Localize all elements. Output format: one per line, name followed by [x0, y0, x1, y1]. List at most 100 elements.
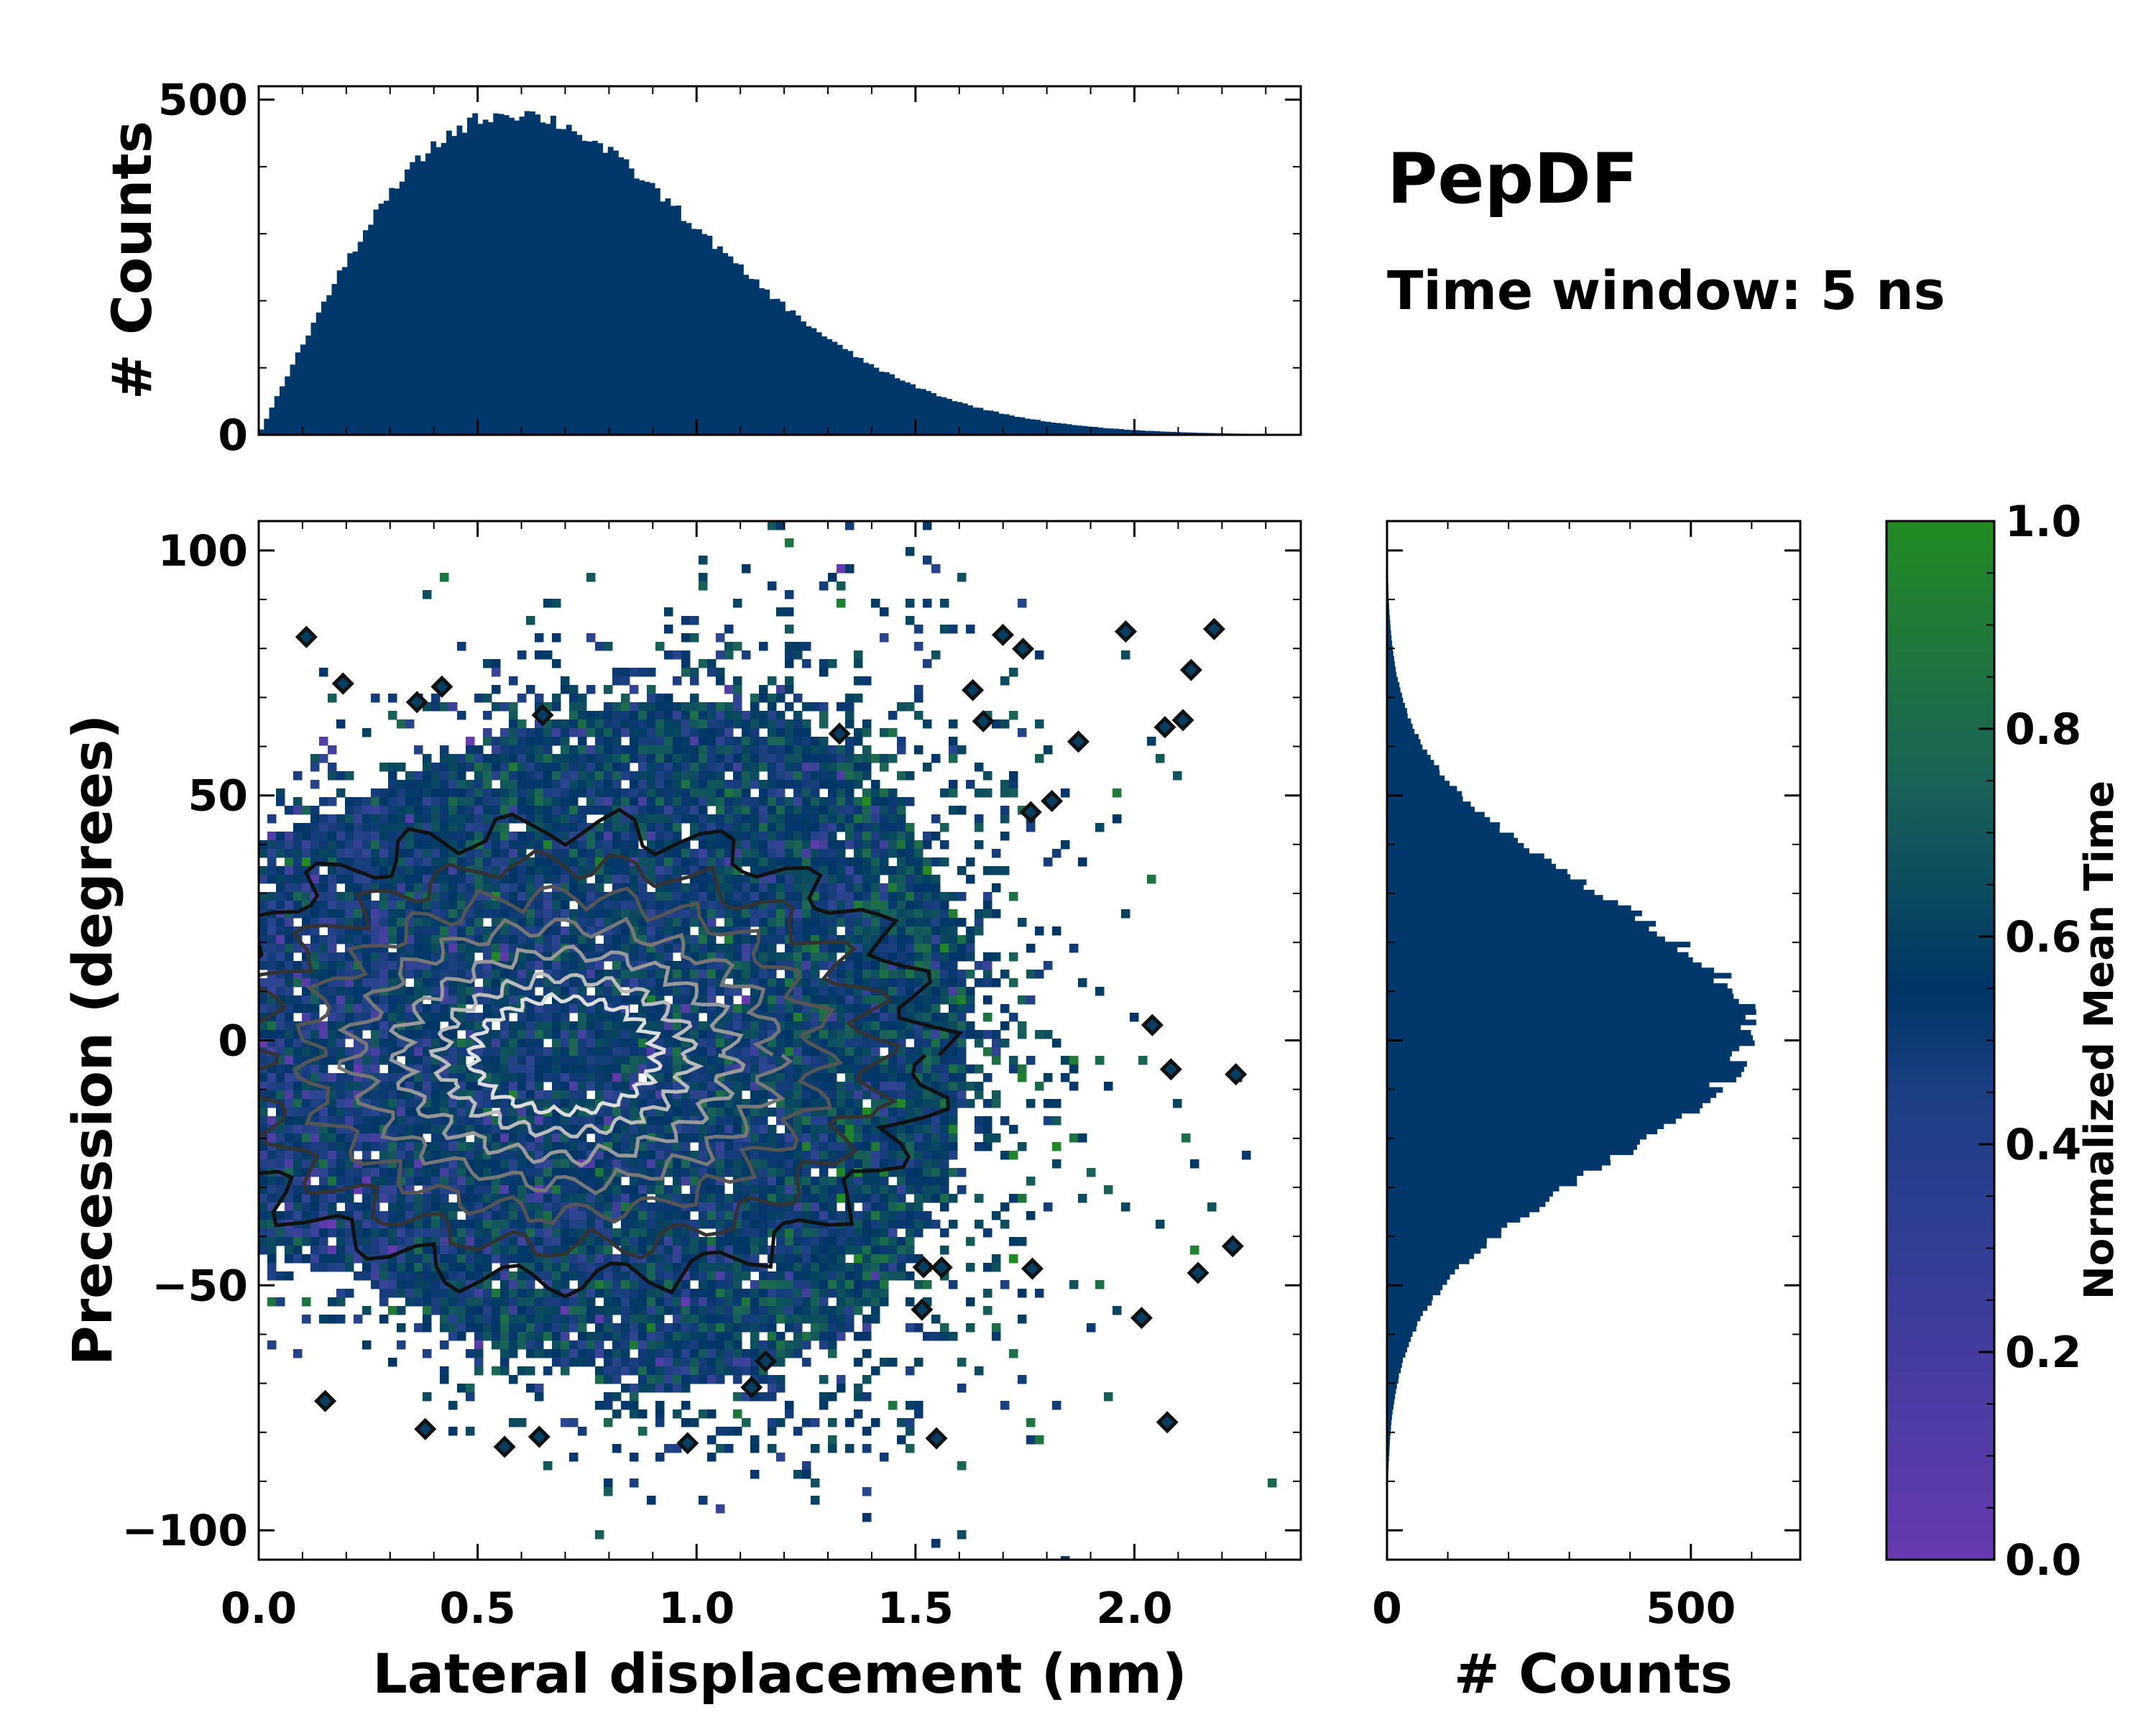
heatmap-cell [716, 970, 725, 979]
heatmap-cell [483, 763, 492, 772]
heatmap-cell [862, 892, 872, 901]
heatmap-cell [362, 1133, 372, 1143]
heatmap-cell [699, 659, 708, 668]
heatmap-cell [543, 1159, 553, 1169]
heatmap-cell [483, 1125, 492, 1134]
heatmap-cell [630, 909, 639, 919]
heatmap-cell [655, 1099, 665, 1108]
heatmap-cell [285, 806, 294, 815]
heatmap-cell [906, 771, 915, 781]
heatmap-cell [492, 1039, 501, 1048]
heatmap-cell [664, 694, 673, 703]
heatmap-cell [664, 650, 673, 660]
heatmap-cell [914, 1194, 923, 1203]
heatmap-cell [647, 702, 656, 712]
heatmap-cell [483, 1039, 492, 1048]
heatmap-cell [638, 952, 648, 962]
heatmap-cell [647, 1185, 656, 1195]
heatmap-cell [345, 901, 354, 910]
heatmap-cell [345, 797, 354, 806]
heatmap-cell [707, 711, 717, 720]
heatmap-cell [638, 711, 648, 720]
heatmap-cell [673, 926, 682, 936]
heatmap-cell [630, 711, 639, 720]
heatmap-cell [483, 1047, 492, 1057]
heatmap-cell [931, 970, 941, 979]
heatmap-cell [793, 909, 803, 919]
heatmap-cell [811, 702, 820, 712]
heatmap-cell [828, 797, 837, 806]
heatmap-cell [1026, 1177, 1036, 1186]
heatmap-cell [552, 875, 561, 884]
heatmap-cell [724, 806, 734, 815]
heatmap-cell [724, 909, 734, 919]
heatmap-cell [819, 581, 829, 591]
heatmap-cell [664, 857, 673, 867]
heatmap-cell [466, 1116, 475, 1126]
heatmap-cell [716, 745, 725, 755]
heatmap-cell [819, 961, 829, 970]
heatmap-cell [431, 1013, 441, 1022]
heatmap-cell [500, 1056, 510, 1065]
heatmap-cell [897, 797, 906, 806]
heatmap-cell [854, 892, 863, 901]
heatmap-cell [466, 1202, 475, 1212]
heatmap-cell [733, 1168, 742, 1177]
heatmap-cell [802, 797, 811, 806]
heatmap-cell [1078, 978, 1087, 988]
heatmap-cell [983, 1030, 992, 1039]
heatmap-cell [397, 883, 406, 893]
heatmap-cell [328, 987, 337, 996]
heatmap-cell [552, 737, 561, 746]
heatmap-cell [595, 1133, 604, 1143]
heatmap-cell [854, 840, 863, 850]
heatmap-cell [975, 814, 984, 824]
heatmap-cell [302, 918, 311, 927]
heatmap-cell [604, 719, 613, 729]
heatmap-cell [819, 1194, 829, 1203]
heatmap-cell [845, 866, 854, 875]
heatmap-cell [578, 866, 587, 875]
heatmap-cell [1000, 1220, 1010, 1229]
heatmap-cell [638, 1151, 648, 1160]
heatmap-cell [630, 840, 639, 850]
heatmap-cell [975, 823, 984, 832]
heatmap-cell [293, 1177, 303, 1186]
heatmap-cell [742, 1004, 751, 1013]
heatmap-cell [492, 935, 501, 944]
heatmap-cell [578, 702, 587, 712]
heatmap-cell [931, 754, 941, 763]
heatmap-cell [949, 1021, 958, 1031]
heatmap-cell [310, 1125, 320, 1134]
heatmap-cell [302, 1125, 311, 1134]
heatmap-cell [768, 995, 777, 1005]
heatmap-cell [681, 797, 691, 806]
heatmap-cell [768, 926, 777, 936]
heatmap-cell [897, 1064, 906, 1074]
heatmap-cell [845, 745, 854, 755]
heatmap-cell [466, 754, 475, 763]
heatmap-cell [371, 918, 380, 927]
heatmap-cell [914, 1004, 923, 1013]
heatmap-cell [906, 1047, 915, 1057]
heatmap-cell [931, 1004, 941, 1013]
heatmap-cell [742, 1220, 751, 1229]
heatmap-cell [1035, 926, 1044, 936]
heatmap-cell [768, 1220, 777, 1229]
heatmap-cell [983, 1073, 992, 1082]
heatmap-cell [388, 918, 397, 927]
heatmap-cell [802, 1064, 811, 1074]
heatmap-cell [293, 1211, 303, 1220]
heatmap-cell [819, 754, 829, 763]
heatmap-cell [880, 814, 889, 824]
heatmap-cell [345, 1099, 354, 1108]
heatmap-cell [431, 1142, 441, 1151]
heatmap-cell [768, 771, 777, 781]
heatmap-cell [638, 806, 648, 815]
heatmap-cell [638, 1090, 648, 1100]
heatmap-cell [819, 719, 829, 729]
heatmap-cell [647, 901, 656, 910]
heatmap-cell [595, 1237, 604, 1246]
heatmap-cell [561, 952, 570, 962]
heatmap-cell [552, 1030, 561, 1039]
